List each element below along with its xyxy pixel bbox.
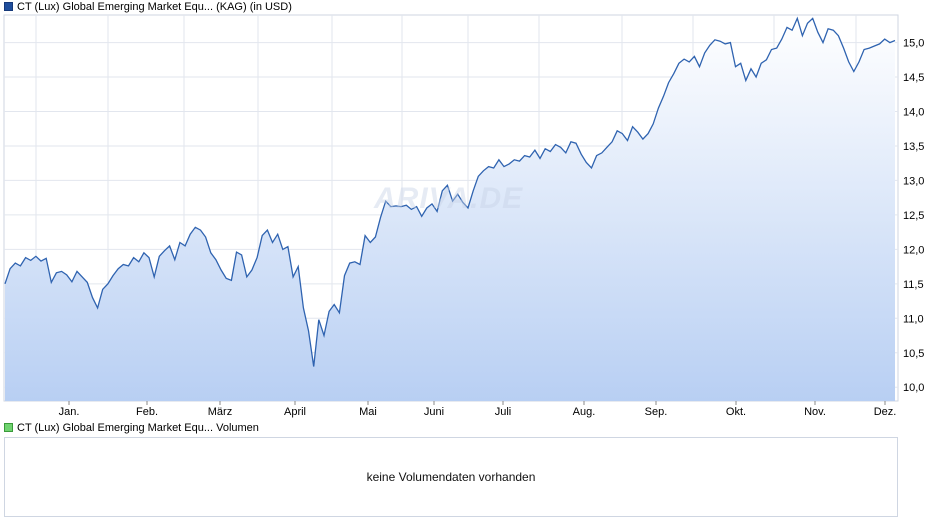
y-tick-label: 10,0 [903, 382, 924, 394]
y-tick-label: 11,0 [903, 313, 924, 325]
y-tick-label: 15,0 [903, 38, 924, 50]
y-tick-label: 12,0 [903, 244, 924, 256]
x-tick-label: Feb. [136, 406, 158, 418]
price-legend: CT (Lux) Global Emerging Market Equ... (… [4, 1, 292, 13]
y-tick-label: 10,5 [903, 348, 924, 360]
volume-series-swatch-icon [4, 423, 13, 432]
price-legend-label: CT (Lux) Global Emerging Market Equ... (… [17, 1, 292, 13]
y-tick-label: 14,0 [903, 107, 924, 119]
x-tick-label: Juni [424, 406, 444, 418]
x-tick-label: April [284, 406, 306, 418]
x-tick-label: Aug. [573, 406, 596, 418]
x-tick-label: Dez. [874, 406, 897, 418]
y-tick-label: 11,5 [903, 279, 924, 291]
x-tick-label: Juli [495, 406, 512, 418]
y-tick-label: 13,5 [903, 141, 924, 153]
y-tick-label: 12,5 [903, 210, 924, 222]
price-chart: 10,0 10,5 11,0 11,5 12,0 12,5 13,0 13,5 14,0 14,5… [3, 14, 924, 418]
x-tick-label: Nov. [804, 406, 826, 418]
x-tick-label: Okt. [726, 406, 746, 418]
y-tick-label: 13,0 [903, 175, 924, 187]
volume-panel: keine Volumendaten vorhanden [4, 437, 898, 517]
series-line [4, 16, 896, 367]
x-tick-label: März [208, 406, 232, 418]
x-tick-label: Sep. [645, 406, 668, 418]
volume-legend: CT (Lux) Global Emerging Market Equ... V… [4, 422, 259, 434]
x-tick-label: Jan. [59, 406, 80, 418]
price-series-swatch-icon [4, 2, 13, 11]
x-tick-label: Mai [359, 406, 377, 418]
volume-legend-label: CT (Lux) Global Emerging Market Equ... V… [17, 422, 259, 434]
series-area [5, 18, 895, 402]
volume-empty-message: keine Volumendaten vorhanden [366, 470, 536, 484]
watermark-logo: ARIVA.DE [374, 182, 524, 215]
y-tick-label: 14,5 [903, 72, 924, 84]
